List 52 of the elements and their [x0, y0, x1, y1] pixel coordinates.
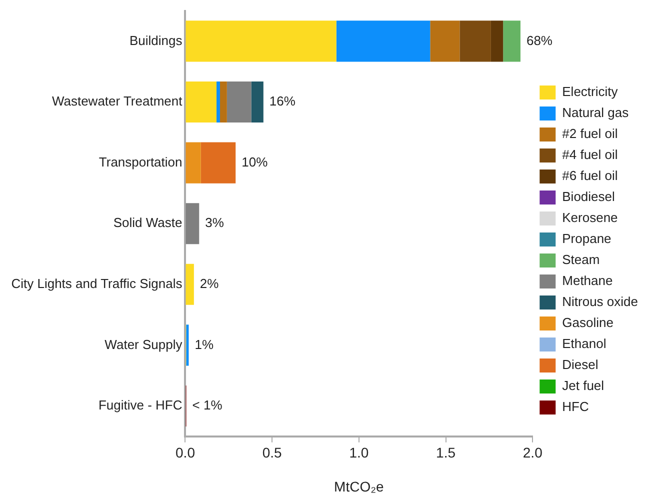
legend-label: #4 fuel oil: [562, 147, 618, 162]
bar: [186, 20, 336, 62]
bar: [186, 203, 200, 244]
x-tick-label: 1.0: [349, 444, 369, 461]
bar: [460, 20, 491, 62]
bar: [200, 142, 236, 184]
legend-label: Jet fuel: [562, 378, 604, 394]
legend-label: Gasoline: [562, 315, 614, 330]
legend-label: Steam: [562, 252, 600, 268]
annotation: 10%: [242, 154, 268, 170]
legend-label: Biodiesel: [562, 189, 615, 204]
x-axis-title: MtCO₂e: [334, 478, 384, 494]
x-tick-label: 0.5: [262, 444, 282, 461]
bar: [186, 324, 189, 366]
annotation: 16%: [269, 94, 296, 109]
bar: [336, 20, 430, 62]
bar: [226, 81, 252, 123]
y-tick-label: Solid Waste: [113, 215, 182, 230]
legend-label: Kerosene: [562, 210, 618, 226]
x-tick-label: 0.0: [176, 444, 196, 461]
annotation: 68%: [526, 32, 553, 48]
bar: [186, 81, 217, 123]
y-tick-label: Water Supply: [104, 336, 183, 352]
y-tick-label: Buildings: [129, 32, 183, 48]
annotation: 1%: [194, 336, 214, 352]
annotation: 3%: [205, 215, 224, 230]
legend-label: Propane: [562, 231, 612, 246]
bar: [186, 142, 201, 184]
bar: [186, 264, 194, 305]
annotation: < 1%: [192, 398, 223, 413]
legend-label: Ethanol: [562, 336, 606, 352]
bar: [430, 20, 460, 62]
bar: [251, 81, 264, 123]
legend-label: Diesel: [562, 357, 598, 372]
legend-label: Electricity: [562, 84, 618, 100]
legend-label: #6 fuel oil: [562, 168, 618, 184]
x-tick-label: 1.5: [436, 444, 456, 461]
y-tick-label: City Lights and Traffic Signals: [11, 276, 183, 291]
legend-label: Natural gas: [562, 105, 630, 120]
bar: [490, 20, 504, 62]
legend-label: Methane: [562, 273, 613, 288]
bar: [216, 81, 220, 123]
legend-label: Nitrous oxide: [562, 294, 638, 310]
legend-label: #2 fuel oil: [562, 126, 618, 142]
legend-label: HFC: [562, 399, 589, 414]
y-tick-label: Transportation: [98, 154, 182, 170]
x-tick-label: 2.0: [522, 444, 543, 461]
bar: [503, 20, 520, 62]
bar: [220, 81, 227, 123]
annotation: 2%: [200, 276, 220, 291]
y-tick-label: Wastewater Treatment: [52, 94, 183, 109]
y-tick-label: Fugitive - HFC: [98, 398, 182, 413]
